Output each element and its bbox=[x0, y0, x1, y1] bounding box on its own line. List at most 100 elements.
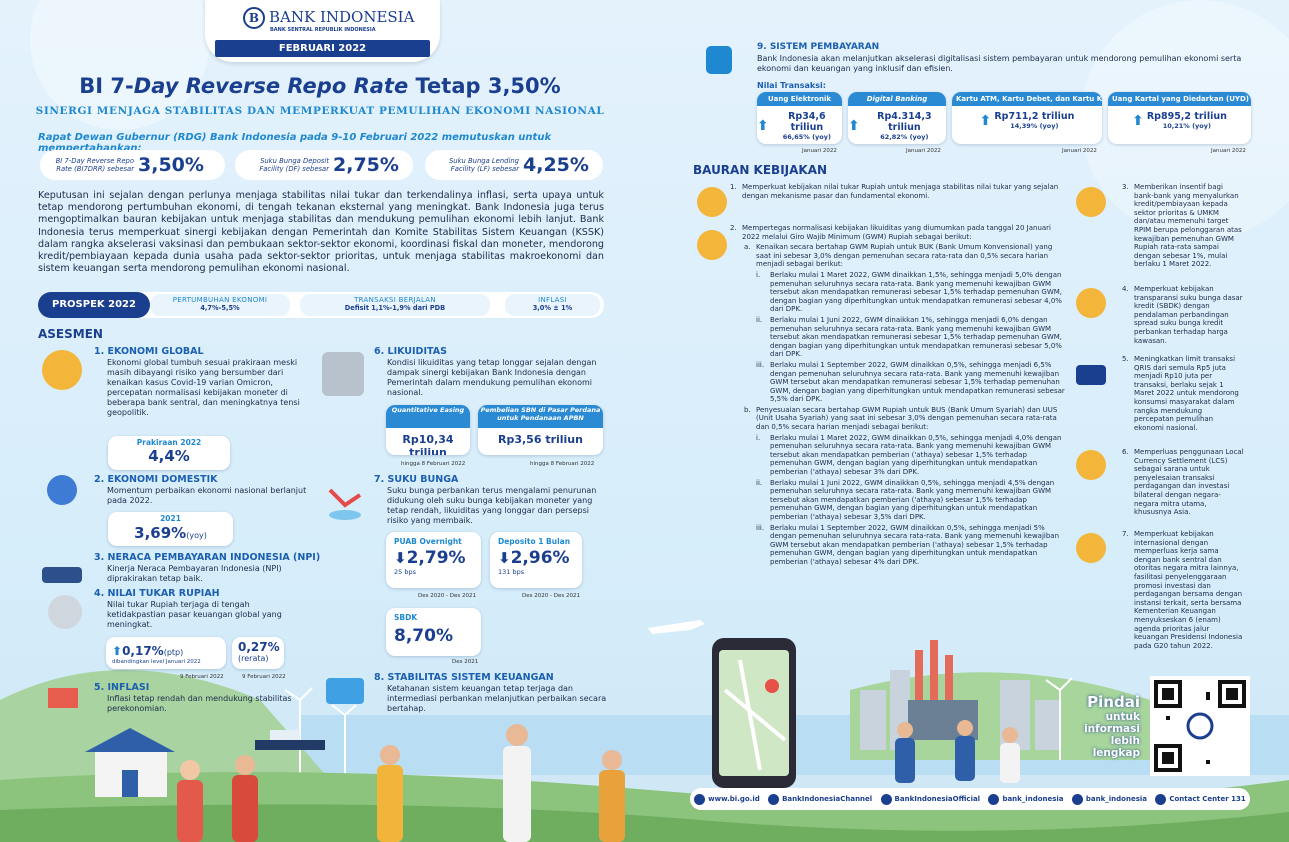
stat-value: 0,27% bbox=[238, 640, 280, 654]
bauran-item: 5. Meningkatkan limit transaksi QRIS dari… bbox=[1122, 355, 1244, 434]
decor bbox=[1076, 533, 1106, 563]
qr-module bbox=[1162, 752, 1174, 764]
title-italic: Day Reverse Repo Rate bbox=[133, 74, 409, 98]
bauran-number: 1. bbox=[730, 183, 737, 191]
scan-text: Pindai untuk informasi lebih lengkap bbox=[1070, 693, 1140, 760]
stat-arrow: ⬇ bbox=[498, 549, 511, 567]
stat-card: Prakiraan 2022 4,4% bbox=[108, 436, 230, 470]
bauran-row: 7. Memperkuat kebijakan internasional den… bbox=[1122, 530, 1244, 650]
footer-icon bbox=[1071, 793, 1083, 805]
bauran-point-row: ii. Berlaku mulai 1 Juni 2022, GWM dinaik… bbox=[730, 316, 1065, 359]
decor bbox=[377, 765, 403, 842]
footer-text: bank_indonesia bbox=[1002, 795, 1064, 803]
payment-growth: 62,82% (yoy) bbox=[880, 133, 929, 141]
payment-body: ⬆ Rp34,6 triliun 66,65% (yoy) bbox=[757, 111, 842, 141]
header-card: B BANK INDONESIA BANK SENTRAL REPUBLIK I… bbox=[205, 0, 440, 62]
rate-label: Suku Bunga Deposit Facility (DF) sebesar bbox=[259, 157, 329, 173]
asesmen-item-title: 7. SUKU BUNGA bbox=[374, 474, 459, 485]
decor bbox=[322, 352, 364, 396]
stat-value: 0,17% bbox=[122, 644, 164, 658]
footer-link: bank_indonesia bbox=[988, 793, 1064, 805]
footer-icon bbox=[694, 793, 706, 805]
payment-label: Uang Kartal yang Diedarkan (UYD) bbox=[1108, 92, 1251, 106]
bauran-point-text: Berlaku mulai 1 Juni 2022, GWM dinaikkan… bbox=[770, 315, 1063, 359]
stat-value: Rp3,56 triliun bbox=[498, 433, 583, 446]
stat-value: 2,96% bbox=[510, 548, 570, 568]
asesmen-item-title: 1. EKONOMI GLOBAL bbox=[94, 346, 204, 357]
scan-line: lebih bbox=[1110, 735, 1140, 747]
decor bbox=[42, 567, 82, 583]
qr-module bbox=[1226, 688, 1238, 700]
decor bbox=[235, 755, 255, 775]
payment-growth: 66,65% (yoy) bbox=[782, 133, 831, 141]
payment-arrow: ⬆ bbox=[757, 118, 769, 134]
bauran-text: Memperluas penggunaan Local Currency Set… bbox=[1134, 448, 1244, 517]
stat-label: SBDK bbox=[394, 613, 418, 622]
intro: Keputusan ini sejalan dengan perlunya me… bbox=[38, 190, 604, 275]
scan-line: Pindai bbox=[1087, 693, 1140, 711]
footer-text: BankIndonesiaChannel bbox=[782, 795, 873, 803]
bauran-point-row: i. Berlaku mulai 1 Maret 2022, GWM dinaik… bbox=[730, 434, 1065, 477]
stat-note: hingga 8 Februari 2022 bbox=[530, 461, 595, 467]
decor bbox=[1000, 743, 1020, 783]
stat-card: PUAB Overnight ⬇2,79% 25 bps bbox=[386, 532, 481, 588]
payment-growth: 10,21% (yoy) bbox=[1162, 122, 1211, 130]
scan-line: untuk bbox=[1105, 711, 1140, 723]
bauran-sub-text: Penyesuaian secara bertahap GWM Rupiah u… bbox=[756, 405, 1058, 432]
decor bbox=[329, 510, 361, 520]
prospek-title: PROSPEK 2022 bbox=[38, 292, 150, 318]
decor bbox=[326, 678, 364, 704]
bauran-row: 5. Meningkatkan limit transaksi QRIS dari… bbox=[1122, 355, 1244, 432]
bauran-title: BAURAN KEBIJAKAN bbox=[693, 163, 828, 177]
logo-subtitle: BANK SENTRAL REPUBLIK INDONESIA bbox=[270, 27, 376, 33]
stat-card: SBDK 8,70% bbox=[386, 608, 481, 656]
scan-line: lengkap bbox=[1092, 747, 1140, 759]
decor bbox=[697, 187, 727, 217]
bauran-point-row: iii. Berlaku mulai 1 September 2022, GWM … bbox=[730, 361, 1065, 404]
decor bbox=[955, 736, 975, 781]
bauran-item: 1. Memperkuat kebijakan nilai tukar Rupia… bbox=[730, 183, 1062, 202]
stat-change: 25 bps bbox=[394, 568, 416, 576]
decor bbox=[957, 720, 973, 736]
footer-text: Contact Center 131 bbox=[1169, 795, 1246, 803]
bauran-row: 6. Memperluas penggunaan Local Currency S… bbox=[1122, 448, 1244, 517]
prospek-value: 4,7%-5,5% bbox=[200, 304, 240, 312]
phone bbox=[712, 638, 796, 788]
rate-value: 3,50% bbox=[138, 154, 204, 176]
stat-card: Deposito 1 Bulan ⬇2,96% 131 bps bbox=[490, 532, 582, 588]
payment-value: Rp4.314,3 triliun bbox=[877, 111, 932, 133]
stat-label: dibandingkan level Januari 2022 bbox=[112, 659, 201, 665]
stat-label: Prakiraan 2022 bbox=[136, 438, 202, 447]
stat-value: 2,79% bbox=[406, 548, 466, 568]
rate-pill: BI 7-Day Reverse Repo Rate (BI7DRR) sebe… bbox=[40, 150, 225, 180]
bauran-point-row: i. Berlaku mulai 1 Maret 2022, GWM dinaik… bbox=[730, 271, 1065, 314]
decor bbox=[48, 595, 82, 629]
payment-card: Uang Kartal yang Diedarkan (UYD) ⬆ Rp895,2… bbox=[1108, 92, 1251, 144]
stat-card: Pembelian SBN di Pasar Perdana untuk Pen… bbox=[478, 405, 603, 455]
stat-note: Des 2021 bbox=[452, 659, 479, 665]
bauran-text: Mempertegas normalisasi kebijakan likuid… bbox=[742, 224, 1051, 241]
footer-link: bank_indonesia bbox=[1071, 793, 1147, 805]
subtitle: SINERGI MENJAGA STABILITAS DAN MEMPERKUA… bbox=[35, 105, 605, 117]
bauran-number: 5. bbox=[1122, 355, 1129, 363]
bauran-text: Meningkatkan limit transaksi QRIS dari s… bbox=[1134, 355, 1239, 432]
stat-note: Des 2020 - Des 2021 bbox=[522, 593, 580, 599]
footer-link: BankIndonesiaOfficial bbox=[880, 793, 980, 805]
payment-arrow: ⬆ bbox=[1132, 112, 1144, 129]
footer-bar: www.bi.go.id BankIndonesiaChannel BankIndo… bbox=[690, 788, 1250, 810]
rate-pill: Suku Bunga Lending Facility (LF) sebesar… bbox=[425, 150, 603, 180]
decor bbox=[380, 745, 400, 765]
stat-card: 0,27% (rerata) bbox=[232, 637, 284, 669]
bauran-point-number: ii. bbox=[756, 315, 763, 324]
title-part: Tetap 3,50% bbox=[415, 74, 561, 98]
stat-note: 9 Februari 2022 bbox=[242, 674, 286, 680]
decor bbox=[1076, 450, 1106, 480]
decor bbox=[945, 655, 953, 710]
decor bbox=[232, 775, 258, 842]
stat-card: 2021 3,69%(yoy) bbox=[108, 512, 233, 546]
bauran-sub-row: a. Kenaikan secara bertahap GWM Rupiah un… bbox=[730, 243, 1065, 269]
asesmen-item-title: 4. NILAI TUKAR RUPIAH bbox=[94, 588, 220, 599]
stat-value: 8,70% bbox=[394, 626, 453, 646]
date-ribbon: FEBRUARI 2022 bbox=[215, 40, 430, 57]
qr-logo bbox=[1186, 712, 1214, 740]
